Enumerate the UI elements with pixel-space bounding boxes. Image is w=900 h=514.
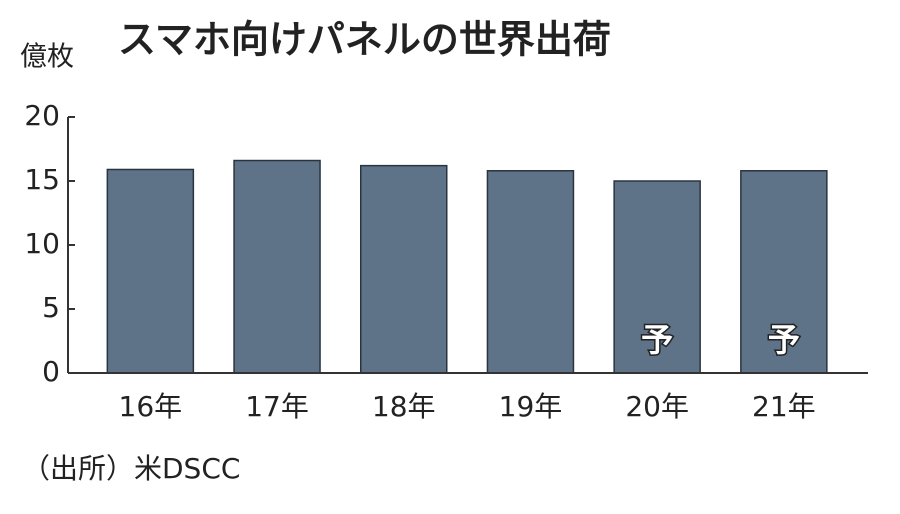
x-tick-label: 20年 <box>625 390 689 423</box>
bar <box>106 168 195 374</box>
forecast-label: 予 <box>768 321 800 359</box>
y-tick-label: 20 <box>24 99 60 132</box>
x-tick-label: 19年 <box>499 390 563 423</box>
bar <box>360 164 448 374</box>
forecast-label: 予 <box>641 321 673 359</box>
chart-title: スマホ向けパネルの世界出荷 <box>118 18 611 62</box>
bar <box>486 170 575 374</box>
y-axis-label: 億枚 <box>20 42 74 73</box>
y-tick-label: 10 <box>24 227 60 260</box>
x-tick-label: 18年 <box>372 390 436 423</box>
source: （出所）米DSCC <box>22 452 240 485</box>
bar <box>233 159 321 374</box>
x-tick-label: 16年 <box>119 390 183 423</box>
y-tick-label: 15 <box>24 163 60 196</box>
x-tick-label: 17年 <box>245 390 309 423</box>
x-tick-label: 21年 <box>752 390 816 423</box>
y-tick-label: 5 <box>42 291 60 324</box>
y-tick-label: 0 <box>42 355 60 388</box>
bar <box>740 170 828 374</box>
